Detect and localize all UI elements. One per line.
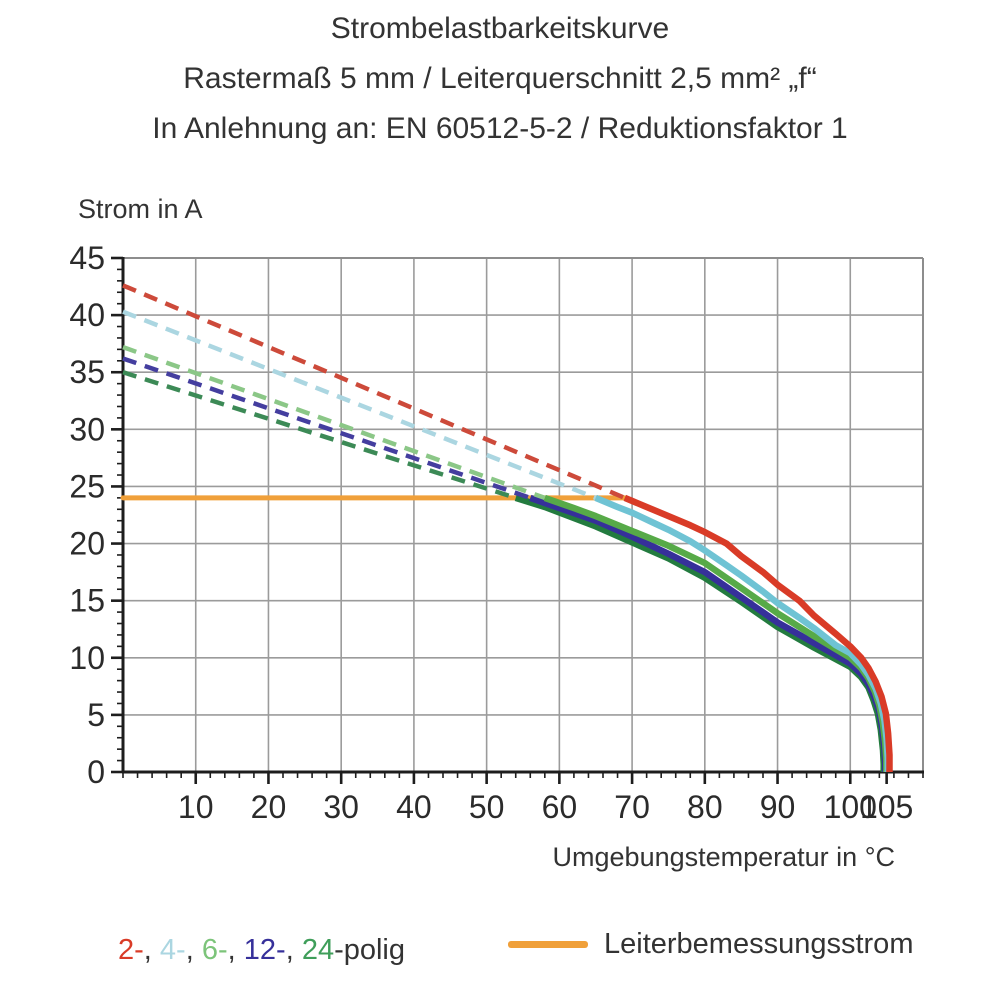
x-tick-label: 10 xyxy=(178,789,214,825)
legend-separator: , xyxy=(227,934,244,966)
x-axis-title: Umgebungstemperatur in °C xyxy=(552,842,895,872)
x-tick-label: 80 xyxy=(687,789,723,825)
chart-title-block: Strombelastbarkeitskurve Rastermaß 5 mm … xyxy=(0,4,1000,154)
y-tick-label: 5 xyxy=(87,697,105,733)
x-tick-label: 50 xyxy=(469,789,505,825)
legend-poles: 2-, 4-, 6-, 12-, 24-polig xyxy=(118,934,405,967)
x-tick-label: 40 xyxy=(396,789,432,825)
dashed-extrapolation-12-polig xyxy=(122,356,532,501)
y-tick-label: 30 xyxy=(69,411,105,447)
curve-2-polig xyxy=(623,494,893,772)
dashed-extrapolation-6-polig xyxy=(122,344,546,501)
x-tick-label: 90 xyxy=(760,789,796,825)
y-tick-label: 40 xyxy=(69,297,105,333)
legend-item-2polig: 2- xyxy=(118,934,144,966)
rated-current-label: Leiterbemessungsstrom xyxy=(604,928,914,960)
legend-suffix: -polig xyxy=(334,934,406,966)
y-tick-label: 35 xyxy=(69,354,105,390)
x-tick-label: 100 xyxy=(824,789,877,825)
title-line-2: Rastermaß 5 mm / Leiterquerschnitt 2,5 m… xyxy=(183,62,817,95)
y-tick-label: 10 xyxy=(69,640,105,676)
legend-item-6polig: 6- xyxy=(201,934,228,966)
legend-item-4polig: 4- xyxy=(159,934,186,966)
rated-current-swatch xyxy=(508,941,588,948)
x-tick-label: 20 xyxy=(251,789,287,825)
legend-separator: , xyxy=(285,934,302,966)
legend-separator: , xyxy=(185,934,202,966)
legend-item-12polig: 12- xyxy=(243,934,286,966)
y-tick-label: 0 xyxy=(87,754,105,790)
y-axis-title: Strom in A xyxy=(78,194,203,224)
y-tick-label: 20 xyxy=(69,526,105,562)
dashed-extrapolation-4-polig xyxy=(122,309,597,500)
x-tick-label: 105 xyxy=(860,789,913,825)
title-line-1: Strombelastbarkeitskurve xyxy=(330,12,670,45)
legend-rated-current: Leiterbemessungsstrom xyxy=(508,928,913,961)
legend-item-24polig: 24 xyxy=(301,934,335,966)
title-line-3: In Anlehnung an: EN 60512-5-2 / Reduktio… xyxy=(152,112,848,145)
curve-24-polig xyxy=(514,494,887,772)
x-tick-label: 30 xyxy=(323,789,359,825)
y-tick-label: 25 xyxy=(69,468,105,504)
x-tick-label: 60 xyxy=(542,789,578,825)
y-tick-label: 45 xyxy=(69,240,105,276)
y-tick-label: 15 xyxy=(69,583,105,619)
curve-12-polig xyxy=(529,494,889,772)
legend-separator: , xyxy=(143,934,160,966)
dashed-extrapolation-2-polig xyxy=(122,283,626,500)
x-tick-label: 70 xyxy=(614,789,650,825)
